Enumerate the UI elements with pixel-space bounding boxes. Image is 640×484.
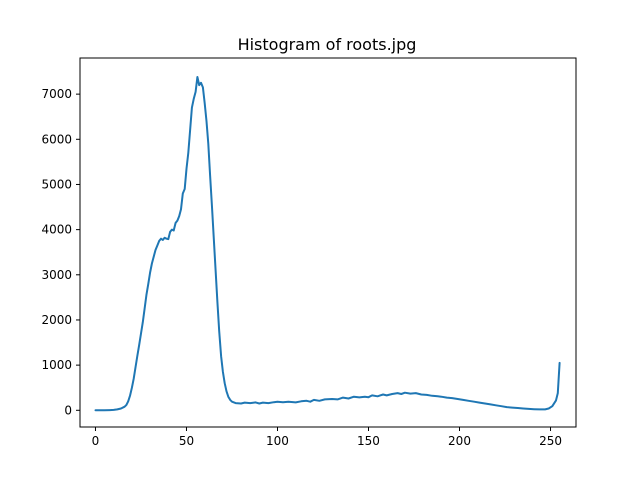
y-tick-label: 6000 [41, 132, 72, 146]
x-axis-ticks: 0 50 100 150 200 250 [92, 427, 562, 448]
x-tick-label: 200 [448, 434, 471, 448]
x-tick-label: 0 [92, 434, 100, 448]
y-tick-label: 0 [64, 403, 72, 417]
y-tick-label: 5000 [41, 177, 72, 191]
y-tick-label: 7000 [41, 87, 72, 101]
y-axis-ticks: 0 1000 2000 3000 4000 5000 6000 7000 [41, 87, 80, 417]
y-tick-label: 1000 [41, 358, 72, 372]
x-tick-label: 100 [266, 434, 289, 448]
x-tick-label: 250 [539, 434, 562, 448]
y-tick-label: 2000 [41, 313, 72, 327]
chart-title: Histogram of roots.jpg [238, 35, 417, 54]
y-tick-label: 4000 [41, 223, 72, 237]
x-tick-label: 50 [179, 434, 194, 448]
plot-frame [79, 57, 577, 428]
histogram-series-line [94, 76, 561, 412]
y-tick-label: 3000 [41, 268, 72, 282]
x-tick-label: 150 [357, 434, 380, 448]
